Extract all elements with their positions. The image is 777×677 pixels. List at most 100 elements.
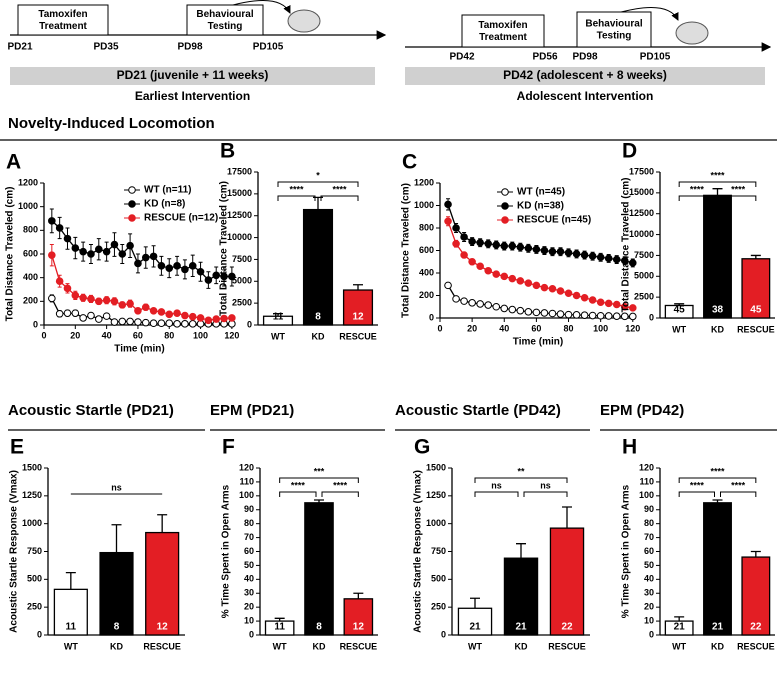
data-point: [149, 307, 158, 315]
brain-icon: [287, 9, 321, 33]
legend-label: RESCUE (n=12): [144, 213, 218, 224]
n-label: 21: [515, 622, 527, 633]
data-point: [220, 314, 228, 323]
data-point: [87, 311, 95, 320]
data-point: [94, 245, 103, 254]
data-point: [524, 308, 533, 316]
data-point: [71, 309, 80, 317]
y-axis-label: Total Distance Traveled (cm): [621, 178, 632, 313]
significance-bracket: [321, 491, 359, 497]
timeline-box: [461, 14, 545, 48]
x-tick-label: WT: [672, 324, 686, 334]
data-point: [204, 316, 213, 325]
x-tick-label: WT: [271, 331, 285, 341]
y-tick-label: 400: [23, 272, 38, 282]
data-point: [508, 305, 517, 314]
y-tick-label: 80: [244, 518, 254, 528]
y-tick-label: 90: [244, 504, 254, 514]
y-tick-label: 1500: [426, 462, 446, 472]
legend-label: KD (n=38): [517, 201, 564, 212]
data-point: [572, 250, 581, 258]
series-line: [447, 221, 633, 309]
data-point: [484, 301, 492, 309]
y-tick-label: 750: [431, 546, 446, 556]
data-point: [524, 244, 533, 253]
y-tick-label: 100: [639, 490, 654, 500]
y-tick-label: 1250: [426, 490, 446, 500]
n-label: 11: [273, 312, 284, 323]
y-tick-label: 750: [27, 546, 42, 556]
data-point: [612, 255, 621, 264]
data-point: [118, 250, 127, 258]
y-tick-label: 0: [37, 629, 42, 639]
legend-marker: [128, 186, 136, 194]
y-tick-label: 1000: [426, 518, 446, 528]
y-tick-label: 7500: [634, 250, 654, 260]
y-axis-label: % Time Spent in Open Arms: [221, 484, 232, 618]
n-label: 11: [274, 622, 285, 633]
y-tick-label: 15000: [629, 187, 654, 197]
x-tick-label: WT: [672, 641, 686, 651]
bar: [549, 527, 585, 636]
data-point: [476, 238, 484, 247]
n-label: 21: [469, 622, 481, 633]
data-point: [500, 272, 509, 281]
data-point: [55, 309, 64, 318]
data-point: [196, 267, 205, 276]
data-point: [134, 307, 142, 315]
data-point: [196, 314, 205, 322]
error-bar: [111, 524, 122, 553]
data-point: [48, 294, 56, 303]
bar: [304, 502, 334, 636]
data-point: [141, 303, 150, 312]
y-tick-label: 400: [419, 267, 434, 277]
timeline-label: PD98: [177, 42, 202, 53]
x-tick-label: KD: [711, 641, 724, 651]
data-point: [157, 308, 166, 316]
y-tick-label: 250: [431, 602, 446, 612]
significance-label: ****: [291, 480, 306, 490]
y-tick-label: 0: [649, 312, 654, 322]
x-tick-label: KD: [110, 641, 123, 651]
timeline-label: PD42: [449, 52, 474, 63]
data-point: [126, 317, 134, 326]
y-tick-label: 1200: [18, 177, 38, 187]
significance-bracket: [277, 195, 316, 201]
y-tick-label: 1200: [414, 177, 434, 187]
legend-label: WT (n=11): [144, 185, 192, 196]
y-tick-label: 1250: [22, 490, 42, 500]
n-label: 45: [750, 305, 762, 316]
data-point: [580, 293, 589, 302]
significance-label: *: [316, 170, 320, 180]
data-point: [220, 272, 228, 281]
significance-label: ns: [111, 482, 122, 492]
legend-marker: [501, 202, 509, 210]
data-point: [596, 253, 605, 262]
data-point: [580, 251, 589, 259]
legend-marker: [128, 200, 136, 208]
significance-label: ****: [731, 480, 746, 490]
legend-label: KD (n=8): [144, 199, 185, 210]
y-tick-label: 110: [639, 476, 654, 486]
data-point: [79, 247, 87, 256]
data-point: [173, 262, 181, 270]
y-tick-label: 15000: [227, 188, 252, 198]
bar: [664, 304, 694, 319]
y-tick-label: 0: [249, 629, 254, 639]
x-tick-label: 40: [499, 323, 509, 333]
y-tick-label: 10000: [629, 229, 654, 239]
data-point: [134, 259, 142, 268]
significance-label: ns: [540, 480, 551, 490]
data-point: [212, 271, 221, 280]
data-point: [476, 262, 484, 271]
error-bar: [353, 284, 363, 291]
legend-label: WT (n=45): [517, 187, 565, 198]
y-tick-label: 12500: [227, 210, 252, 220]
data-point: [181, 265, 189, 274]
bar: [741, 258, 771, 319]
n-label: 8: [114, 622, 120, 633]
data-point: [460, 233, 468, 241]
x-tick-label: 80: [164, 330, 174, 340]
data-point: [118, 317, 127, 326]
x-tick-label: 100: [593, 323, 608, 333]
